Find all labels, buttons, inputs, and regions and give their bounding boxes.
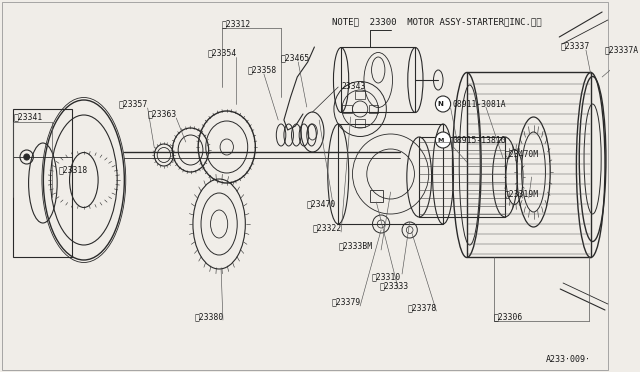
Text: 08911-3081A: 08911-3081A xyxy=(452,99,506,109)
Bar xyxy=(355,119,365,127)
Text: ※23358: ※23358 xyxy=(248,65,277,74)
Circle shape xyxy=(435,132,451,148)
Text: A233·009·: A233·009· xyxy=(546,356,591,365)
Bar xyxy=(341,47,415,112)
Text: ※23357: ※23357 xyxy=(118,99,147,109)
Bar xyxy=(370,190,383,202)
Text: ※23306: ※23306 xyxy=(493,312,523,321)
Circle shape xyxy=(24,154,29,160)
Text: ※23378: ※23378 xyxy=(408,304,437,312)
Bar xyxy=(13,109,72,257)
Text: 08915-13810: 08915-13810 xyxy=(452,135,506,144)
Text: M: M xyxy=(437,138,444,142)
Text: ※23341: ※23341 xyxy=(13,112,43,122)
Text: ※23319M: ※23319M xyxy=(505,189,539,199)
Bar xyxy=(369,105,378,113)
Bar xyxy=(338,124,443,224)
Text: ※23333: ※23333 xyxy=(379,282,408,291)
Text: ※23465: ※23465 xyxy=(281,54,310,62)
Bar xyxy=(355,91,365,99)
Text: ※2333BM: ※2333BM xyxy=(338,241,372,250)
Text: ※23470: ※23470 xyxy=(307,199,336,208)
Text: NOTE、  23300  MOTOR ASSY-STARTER（INC.※）: NOTE、 23300 MOTOR ASSY-STARTER（INC.※） xyxy=(332,17,541,26)
Text: ※23312: ※23312 xyxy=(222,19,252,29)
Bar xyxy=(467,72,591,257)
Text: ※23354: ※23354 xyxy=(208,48,237,58)
Text: ※23310: ※23310 xyxy=(372,273,401,282)
Bar xyxy=(342,105,351,113)
Circle shape xyxy=(435,96,451,112)
Text: 23343: 23343 xyxy=(341,81,365,90)
Text: ※23380: ※23380 xyxy=(195,312,223,321)
Text: N: N xyxy=(437,101,443,107)
Text: ※23337: ※23337 xyxy=(560,42,589,51)
Text: ※23318: ※23318 xyxy=(59,166,88,174)
Bar xyxy=(419,137,505,217)
Text: ※23363: ※23363 xyxy=(148,109,177,119)
Text: ※23379: ※23379 xyxy=(332,298,361,307)
Text: ※23322: ※23322 xyxy=(312,224,342,232)
Text: ※23470M: ※23470M xyxy=(505,150,539,158)
Text: ※23337A: ※23337A xyxy=(605,45,639,55)
